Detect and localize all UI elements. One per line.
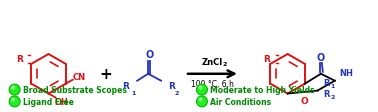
Text: O: O <box>301 97 308 106</box>
Circle shape <box>9 96 20 107</box>
Text: ZnCl: ZnCl <box>202 58 223 67</box>
Text: R: R <box>16 55 23 64</box>
Circle shape <box>11 98 15 101</box>
Text: 2: 2 <box>222 62 226 67</box>
Text: Air Conditions: Air Conditions <box>210 97 271 106</box>
Text: 100 °C, 6 h: 100 °C, 6 h <box>191 79 234 88</box>
Circle shape <box>11 86 15 90</box>
Circle shape <box>198 86 203 90</box>
Text: 2: 2 <box>330 94 335 99</box>
Text: R: R <box>122 81 129 90</box>
Text: 2: 2 <box>174 90 178 95</box>
Text: R: R <box>324 89 330 98</box>
Text: R: R <box>263 55 270 64</box>
Text: R: R <box>168 81 175 90</box>
Circle shape <box>9 84 20 95</box>
Circle shape <box>197 96 208 107</box>
Text: CN: CN <box>72 73 85 82</box>
Text: R: R <box>324 79 330 87</box>
Text: O: O <box>145 50 153 59</box>
Text: Moderate to High Yields: Moderate to High Yields <box>210 85 314 94</box>
Text: 1: 1 <box>330 83 335 88</box>
Text: +: + <box>99 67 112 82</box>
Text: O: O <box>317 53 325 62</box>
Text: Broad Substrate Scopes: Broad Substrate Scopes <box>23 85 127 94</box>
Circle shape <box>197 84 208 95</box>
Text: NH: NH <box>339 69 353 78</box>
Text: 1: 1 <box>131 90 136 95</box>
Text: Ligand Free: Ligand Free <box>23 97 73 106</box>
Circle shape <box>198 98 203 101</box>
Text: OH: OH <box>54 97 68 106</box>
